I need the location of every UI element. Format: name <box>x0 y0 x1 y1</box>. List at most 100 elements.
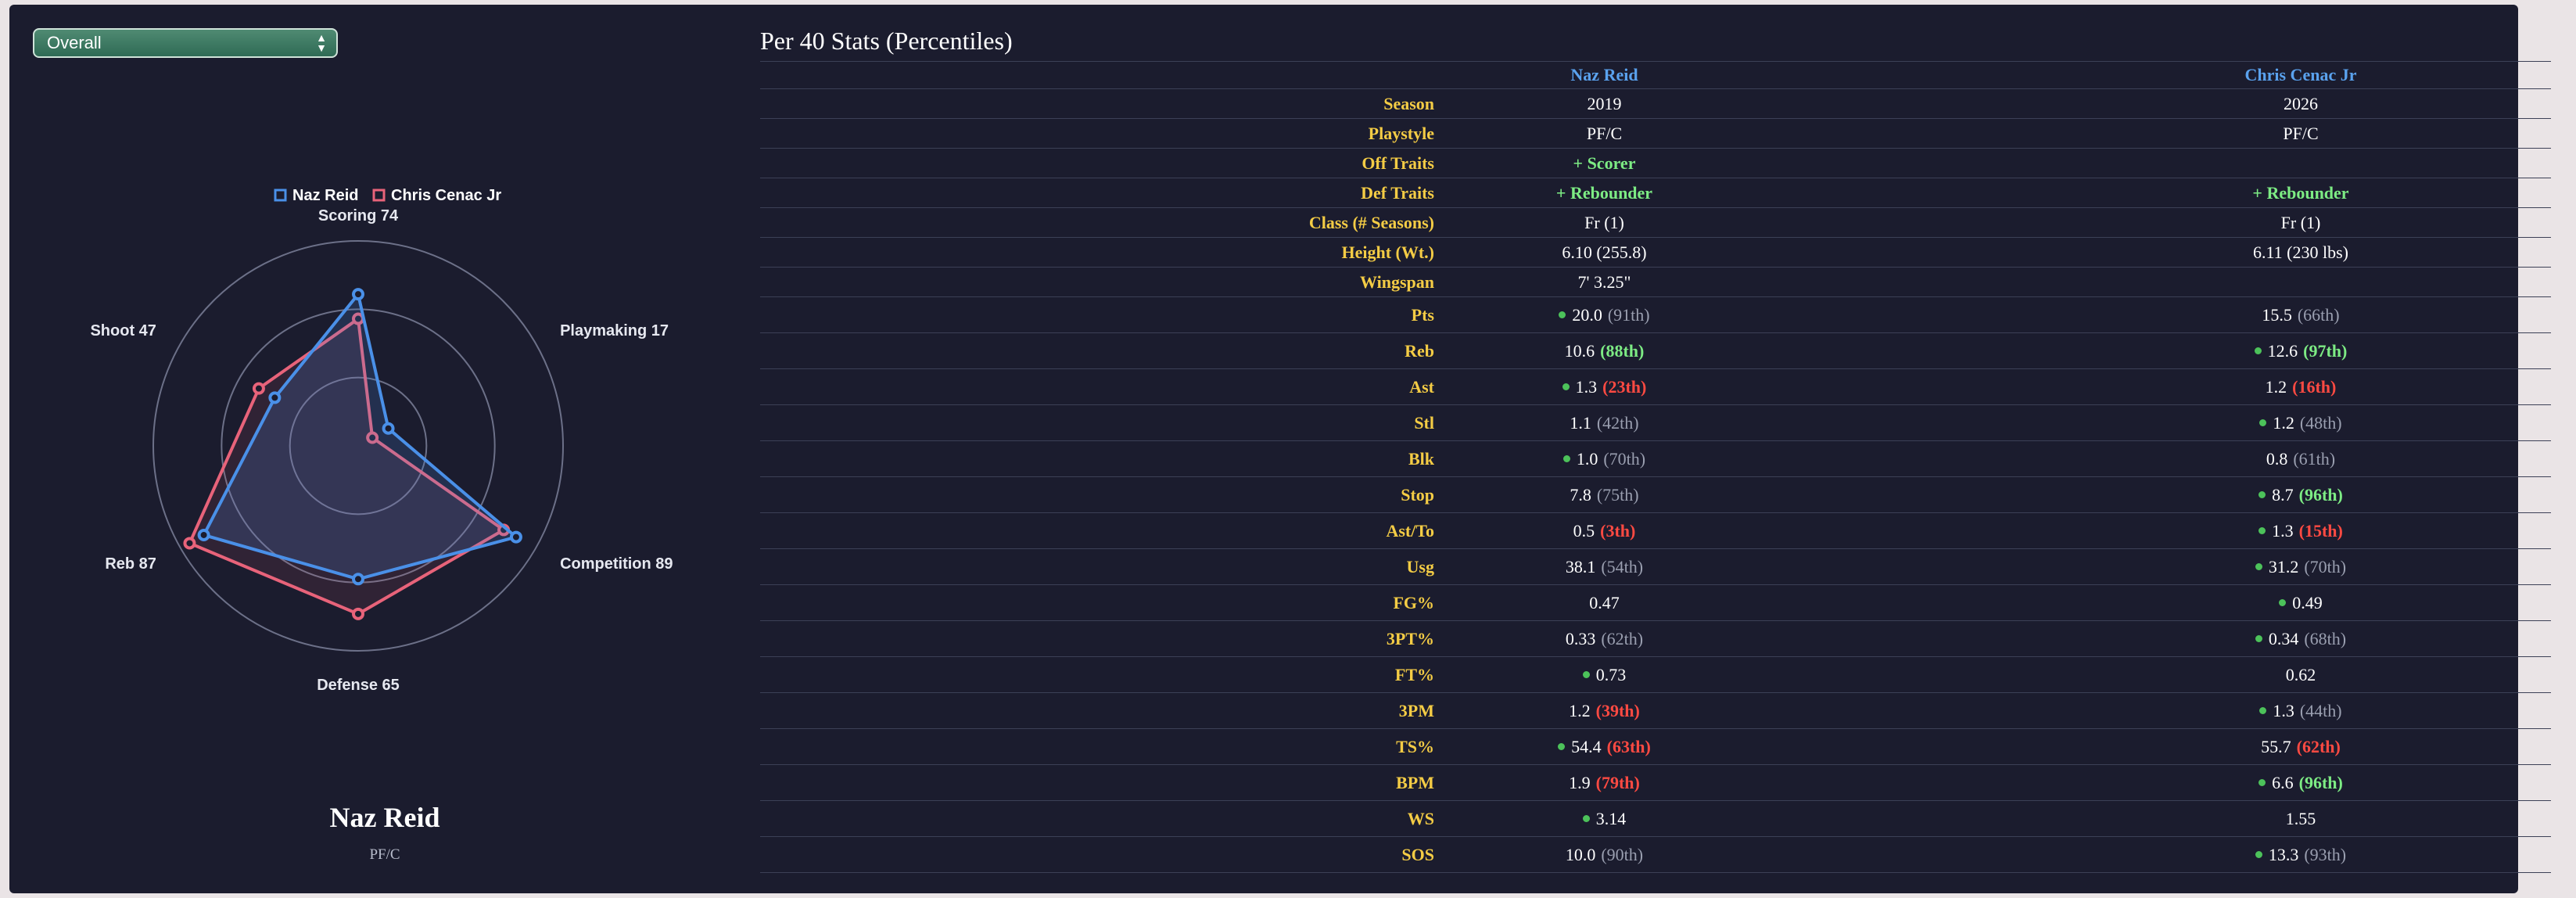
table-row: 3PT% 0.33 (62th) 0.34 (68th) <box>760 621 2551 657</box>
cell-chris-cenac-jr: 0.49 <box>2137 585 2465 620</box>
top-indicator-dot <box>1582 671 1590 678</box>
table-row: WS 3.14 1.55 <box>760 801 2551 837</box>
top-indicator-dot <box>2255 563 2262 570</box>
table-row: BPM 1.9 (79th) 6.6 (96th) <box>760 765 2551 801</box>
cell-chris-cenac-jr: + Rebounder <box>2137 178 2465 207</box>
top-indicator-dot <box>2258 491 2266 498</box>
cell-naz-reid: 6.10 (255.8) <box>1434 238 1774 267</box>
stat-value: 0.49 <box>2292 592 2323 612</box>
radar-grid-ring <box>289 376 428 515</box>
stat-value: 1.2 <box>1569 700 1591 720</box>
stat-percentile: (70th) <box>2304 556 2347 577</box>
cell-naz-reid: 7' 3.25" <box>1434 268 1774 296</box>
cell-naz-reid: 38.1 (54th) <box>1434 549 1774 584</box>
radar-point[interactable] <box>352 607 364 620</box>
stat-value: Fr (1) <box>1584 212 1624 232</box>
stat-percentile: (70th) <box>1603 448 1646 469</box>
cell-chris-cenac-jr: Fr (1) <box>2137 208 2465 237</box>
stat-value: 31.2 <box>2268 556 2299 577</box>
stat-value: 8.7 <box>2272 484 2294 505</box>
stat-percentile: (61th) <box>2293 448 2336 469</box>
stat-value: 3.14 <box>1595 808 1627 828</box>
cell-naz-reid: 2019 <box>1434 89 1774 118</box>
stat-percentile: (16th) <box>2292 376 2337 397</box>
cell-naz-reid: PF/C <box>1434 119 1774 148</box>
top-indicator-dot <box>2254 347 2262 354</box>
row-label: TS% <box>1396 736 1434 756</box>
cell-chris-cenac-jr: 0.8 (61th) <box>2137 441 2465 476</box>
legend-label[interactable]: Chris Cenac Jr <box>391 187 501 204</box>
radar-point[interactable] <box>268 391 282 404</box>
stat-percentile: (79th) <box>1595 772 1640 792</box>
radar-point[interactable] <box>366 431 379 444</box>
row-label: Season <box>1383 93 1434 113</box>
cell-naz-reid: + Scorer <box>1434 149 1774 178</box>
cell-chris-cenac-jr: 0.62 <box>2137 657 2465 692</box>
stat-value: 0.34 <box>2268 628 2299 648</box>
row-label: Class (# Seasons) <box>1308 212 1434 232</box>
cell-chris-cenac-jr: 1.2 (48th) <box>2137 405 2465 440</box>
radar-axis-label: Playmaking 17 <box>560 322 669 339</box>
radar-chart: Scoring 74 Playmaking 17 Competition 89 Def… <box>90 187 673 694</box>
stat-value: 0.47 <box>1589 592 1620 612</box>
stat-value: 15.5 <box>2262 304 2292 325</box>
top-indicator-dot <box>2259 419 2267 426</box>
radar-point[interactable] <box>382 422 395 435</box>
stat-value: Chris Cenac Jr <box>2244 65 2357 84</box>
table-header-row: Naz Reid Chris Cenac Jr <box>760 61 2551 89</box>
table-title: Per 40 Stats (Percentiles) <box>760 27 1013 55</box>
stat-percentile: (44th) <box>2299 700 2342 720</box>
row-label: Def Traits <box>1361 182 1434 203</box>
stat-value: 13.3 <box>2268 844 2299 864</box>
table-row: Playstyle PF/C PF/C <box>760 119 2551 149</box>
stat-value: 1.2 <box>2265 376 2287 397</box>
stat-percentile: (62th) <box>2296 736 2341 756</box>
row-label: Stop <box>1401 484 1434 505</box>
top-indicator-dot <box>1559 311 1566 318</box>
stat-percentile: (75th) <box>1596 484 1639 505</box>
stat-percentile: (63th) <box>1606 736 1651 756</box>
stat-percentile: (96th) <box>2298 484 2343 505</box>
cell-chris-cenac-jr: 0.34 (68th) <box>2137 621 2465 656</box>
stat-value: 6.10 (255.8) <box>1562 242 1647 262</box>
radar-point[interactable] <box>197 528 210 541</box>
stat-value: Fr (1) <box>2280 212 2321 232</box>
radar-point[interactable] <box>252 382 265 395</box>
radar-point[interactable] <box>352 573 364 586</box>
row-label: FG% <box>1393 592 1434 612</box>
stat-value: 1.0 <box>1576 448 1598 469</box>
stat-value: 1.3 <box>2273 700 2294 720</box>
stat-value: 2026 <box>2284 93 2318 113</box>
cell-naz-reid: 20.0 (91th) <box>1434 297 1774 332</box>
cell-chris-cenac-jr: 2026 <box>2137 89 2465 118</box>
stat-value: 7' 3.25" <box>1577 271 1631 292</box>
stat-percentile: (68th) <box>2304 628 2347 648</box>
stat-value: 38.1 <box>1565 556 1596 577</box>
row-label: WS <box>1407 808 1434 828</box>
top-indicator-dot <box>1562 383 1570 390</box>
row-label: Wingspan <box>1360 271 1434 292</box>
stat-value: 2019 <box>1587 93 1622 113</box>
radar-point[interactable] <box>183 537 196 550</box>
radar-point[interactable] <box>352 288 364 301</box>
table-row: TS% 54.4 (63th) 55.7 (62th) <box>760 729 2551 765</box>
row-label: Pts <box>1411 304 1434 325</box>
table-row: Off Traits + Scorer <box>760 149 2551 178</box>
radar-point[interactable] <box>509 530 522 544</box>
stat-value: 1.3 <box>1575 376 1598 397</box>
table-row: Wingspan 7' 3.25" <box>760 268 2551 297</box>
radar-axis-label: Scoring 74 <box>318 207 399 224</box>
stat-percentile: (93th) <box>2304 844 2347 864</box>
cell-naz-reid: 0.47 <box>1434 585 1774 620</box>
stat-percentile: (3th) <box>1600 520 1636 541</box>
legend-label[interactable]: Naz Reid <box>292 187 358 204</box>
stat-value: 0.62 <box>2285 664 2316 684</box>
cell-naz-reid: 10.0 (90th) <box>1434 837 1774 872</box>
stat-value: 55.7 <box>2261 736 2291 756</box>
stat-value: 1.1 <box>1570 412 1591 433</box>
table-row: Height (Wt.) 6.10 (255.8) 6.11 (230 lbs) <box>760 238 2551 268</box>
row-label: Ast/To <box>1386 520 1434 541</box>
cell-chris-cenac-jr <box>2137 149 2465 178</box>
view-selector-dropdown[interactable]: Overall ▲ ▼ <box>33 28 338 58</box>
legend-swatch <box>372 189 386 202</box>
